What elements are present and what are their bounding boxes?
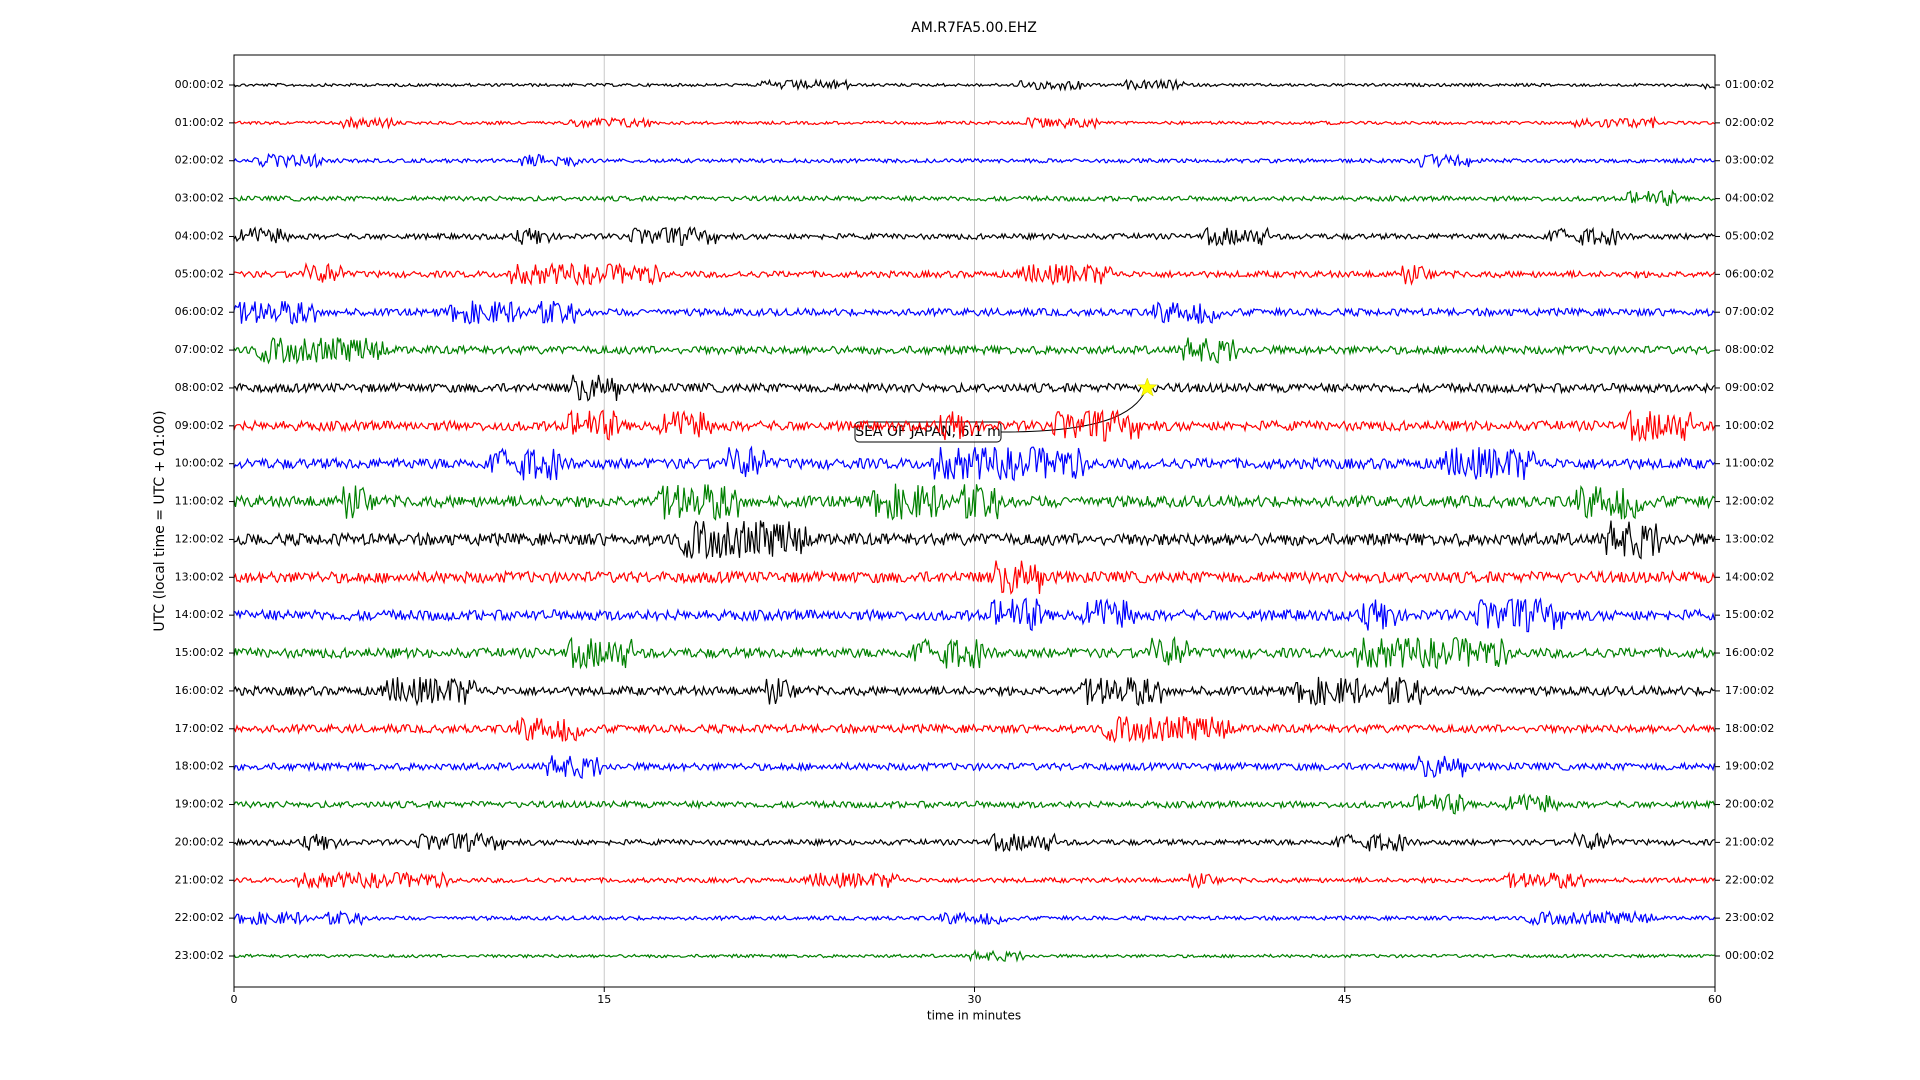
trace <box>233 715 1716 744</box>
x-axis-label: time in minutes <box>927 1009 1021 1023</box>
row-label-left: 07:00:02 <box>175 343 224 356</box>
row-label-left: 03:00:02 <box>175 192 224 205</box>
trace <box>233 560 1716 595</box>
trace <box>233 300 1715 325</box>
row-label-right: 17:00:02 <box>1725 684 1774 697</box>
row-label-right: 02:00:02 <box>1725 116 1774 129</box>
row-label-right: 04:00:02 <box>1725 192 1774 205</box>
row-label-right: 15:00:02 <box>1725 608 1774 621</box>
trace <box>233 909 1716 927</box>
row-label-right: 11:00:02 <box>1725 457 1774 470</box>
trace <box>233 78 1715 92</box>
row-label-right: 16:00:02 <box>1725 646 1774 659</box>
row-label-left: 05:00:02 <box>175 267 224 280</box>
row-label-left: 19:00:02 <box>175 798 224 811</box>
row-label-left: 04:00:02 <box>175 229 224 242</box>
row-label-right: 06:00:02 <box>1725 267 1774 280</box>
row-label-right: 00:00:02 <box>1725 949 1774 962</box>
row-label-right: 08:00:02 <box>1725 343 1774 356</box>
trace <box>233 188 1715 207</box>
trace <box>233 337 1715 365</box>
row-label-left: 20:00:02 <box>175 835 224 848</box>
row-label-left: 16:00:02 <box>175 684 224 697</box>
row-label-left: 06:00:02 <box>175 305 224 318</box>
row-label-left: 22:00:02 <box>175 911 224 924</box>
row-label-left: 21:00:02 <box>175 873 224 886</box>
y-axis-label: UTC (local time = UTC + 01:00) <box>152 410 168 631</box>
row-label-right: 14:00:02 <box>1725 570 1774 583</box>
row-label-right: 01:00:02 <box>1725 78 1774 91</box>
trace <box>233 226 1715 247</box>
row-label-left: 15:00:02 <box>175 646 224 659</box>
row-label-right: 21:00:02 <box>1725 835 1774 848</box>
row-label-left: 01:00:02 <box>175 116 224 129</box>
x-tick-label: 30 <box>968 993 982 1006</box>
trace <box>233 520 1716 560</box>
trace <box>233 409 1716 443</box>
row-label-left: 11:00:02 <box>175 495 224 508</box>
plot-frame <box>233 54 1716 988</box>
row-label-right: 22:00:02 <box>1725 873 1774 886</box>
row-label-right: 09:00:02 <box>1725 381 1774 394</box>
row-label-left: 02:00:02 <box>175 154 224 167</box>
row-label-left: 14:00:02 <box>175 608 224 621</box>
trace <box>233 636 1716 670</box>
x-tick-label: 15 <box>597 993 611 1006</box>
trace <box>233 676 1715 707</box>
chart-title: AM.R7FA5.00.EHZ <box>911 20 1037 36</box>
x-tick-label: 45 <box>1338 993 1352 1006</box>
row-label-left: 13:00:02 <box>175 570 224 583</box>
trace <box>233 949 1715 963</box>
trace <box>233 831 1715 853</box>
trace <box>233 755 1716 779</box>
row-label-left: 09:00:02 <box>175 419 224 432</box>
row-label-left: 00:00:02 <box>175 78 224 91</box>
row-label-left: 23:00:02 <box>175 949 224 962</box>
row-label-right: 13:00:02 <box>1725 532 1774 545</box>
row-label-left: 12:00:02 <box>175 532 224 545</box>
trace <box>233 152 1715 169</box>
row-label-right: 20:00:02 <box>1725 798 1774 811</box>
row-label-right: 05:00:02 <box>1725 229 1774 242</box>
x-tick-label: 60 <box>1708 993 1722 1006</box>
trace <box>233 870 1716 890</box>
row-label-right: 23:00:02 <box>1725 911 1774 924</box>
trace <box>233 262 1715 287</box>
row-label-left: 08:00:02 <box>175 381 224 394</box>
trace <box>233 374 1715 402</box>
row-label-left: 10:00:02 <box>175 457 224 470</box>
row-label-right: 10:00:02 <box>1725 419 1774 432</box>
trace <box>233 792 1716 815</box>
trace <box>233 483 1715 521</box>
row-label-right: 03:00:02 <box>1725 154 1774 167</box>
x-tick-label: 0 <box>231 993 238 1006</box>
row-label-right: 18:00:02 <box>1725 722 1774 735</box>
event-marker <box>1137 377 1158 397</box>
trace <box>233 115 1715 130</box>
row-label-right: 19:00:02 <box>1725 760 1774 773</box>
row-label-right: 12:00:02 <box>1725 495 1774 508</box>
trace <box>233 597 1716 633</box>
row-label-right: 07:00:02 <box>1725 305 1774 318</box>
trace <box>233 445 1715 482</box>
row-label-left: 17:00:02 <box>175 722 224 735</box>
row-label-left: 18:00:02 <box>175 760 224 773</box>
